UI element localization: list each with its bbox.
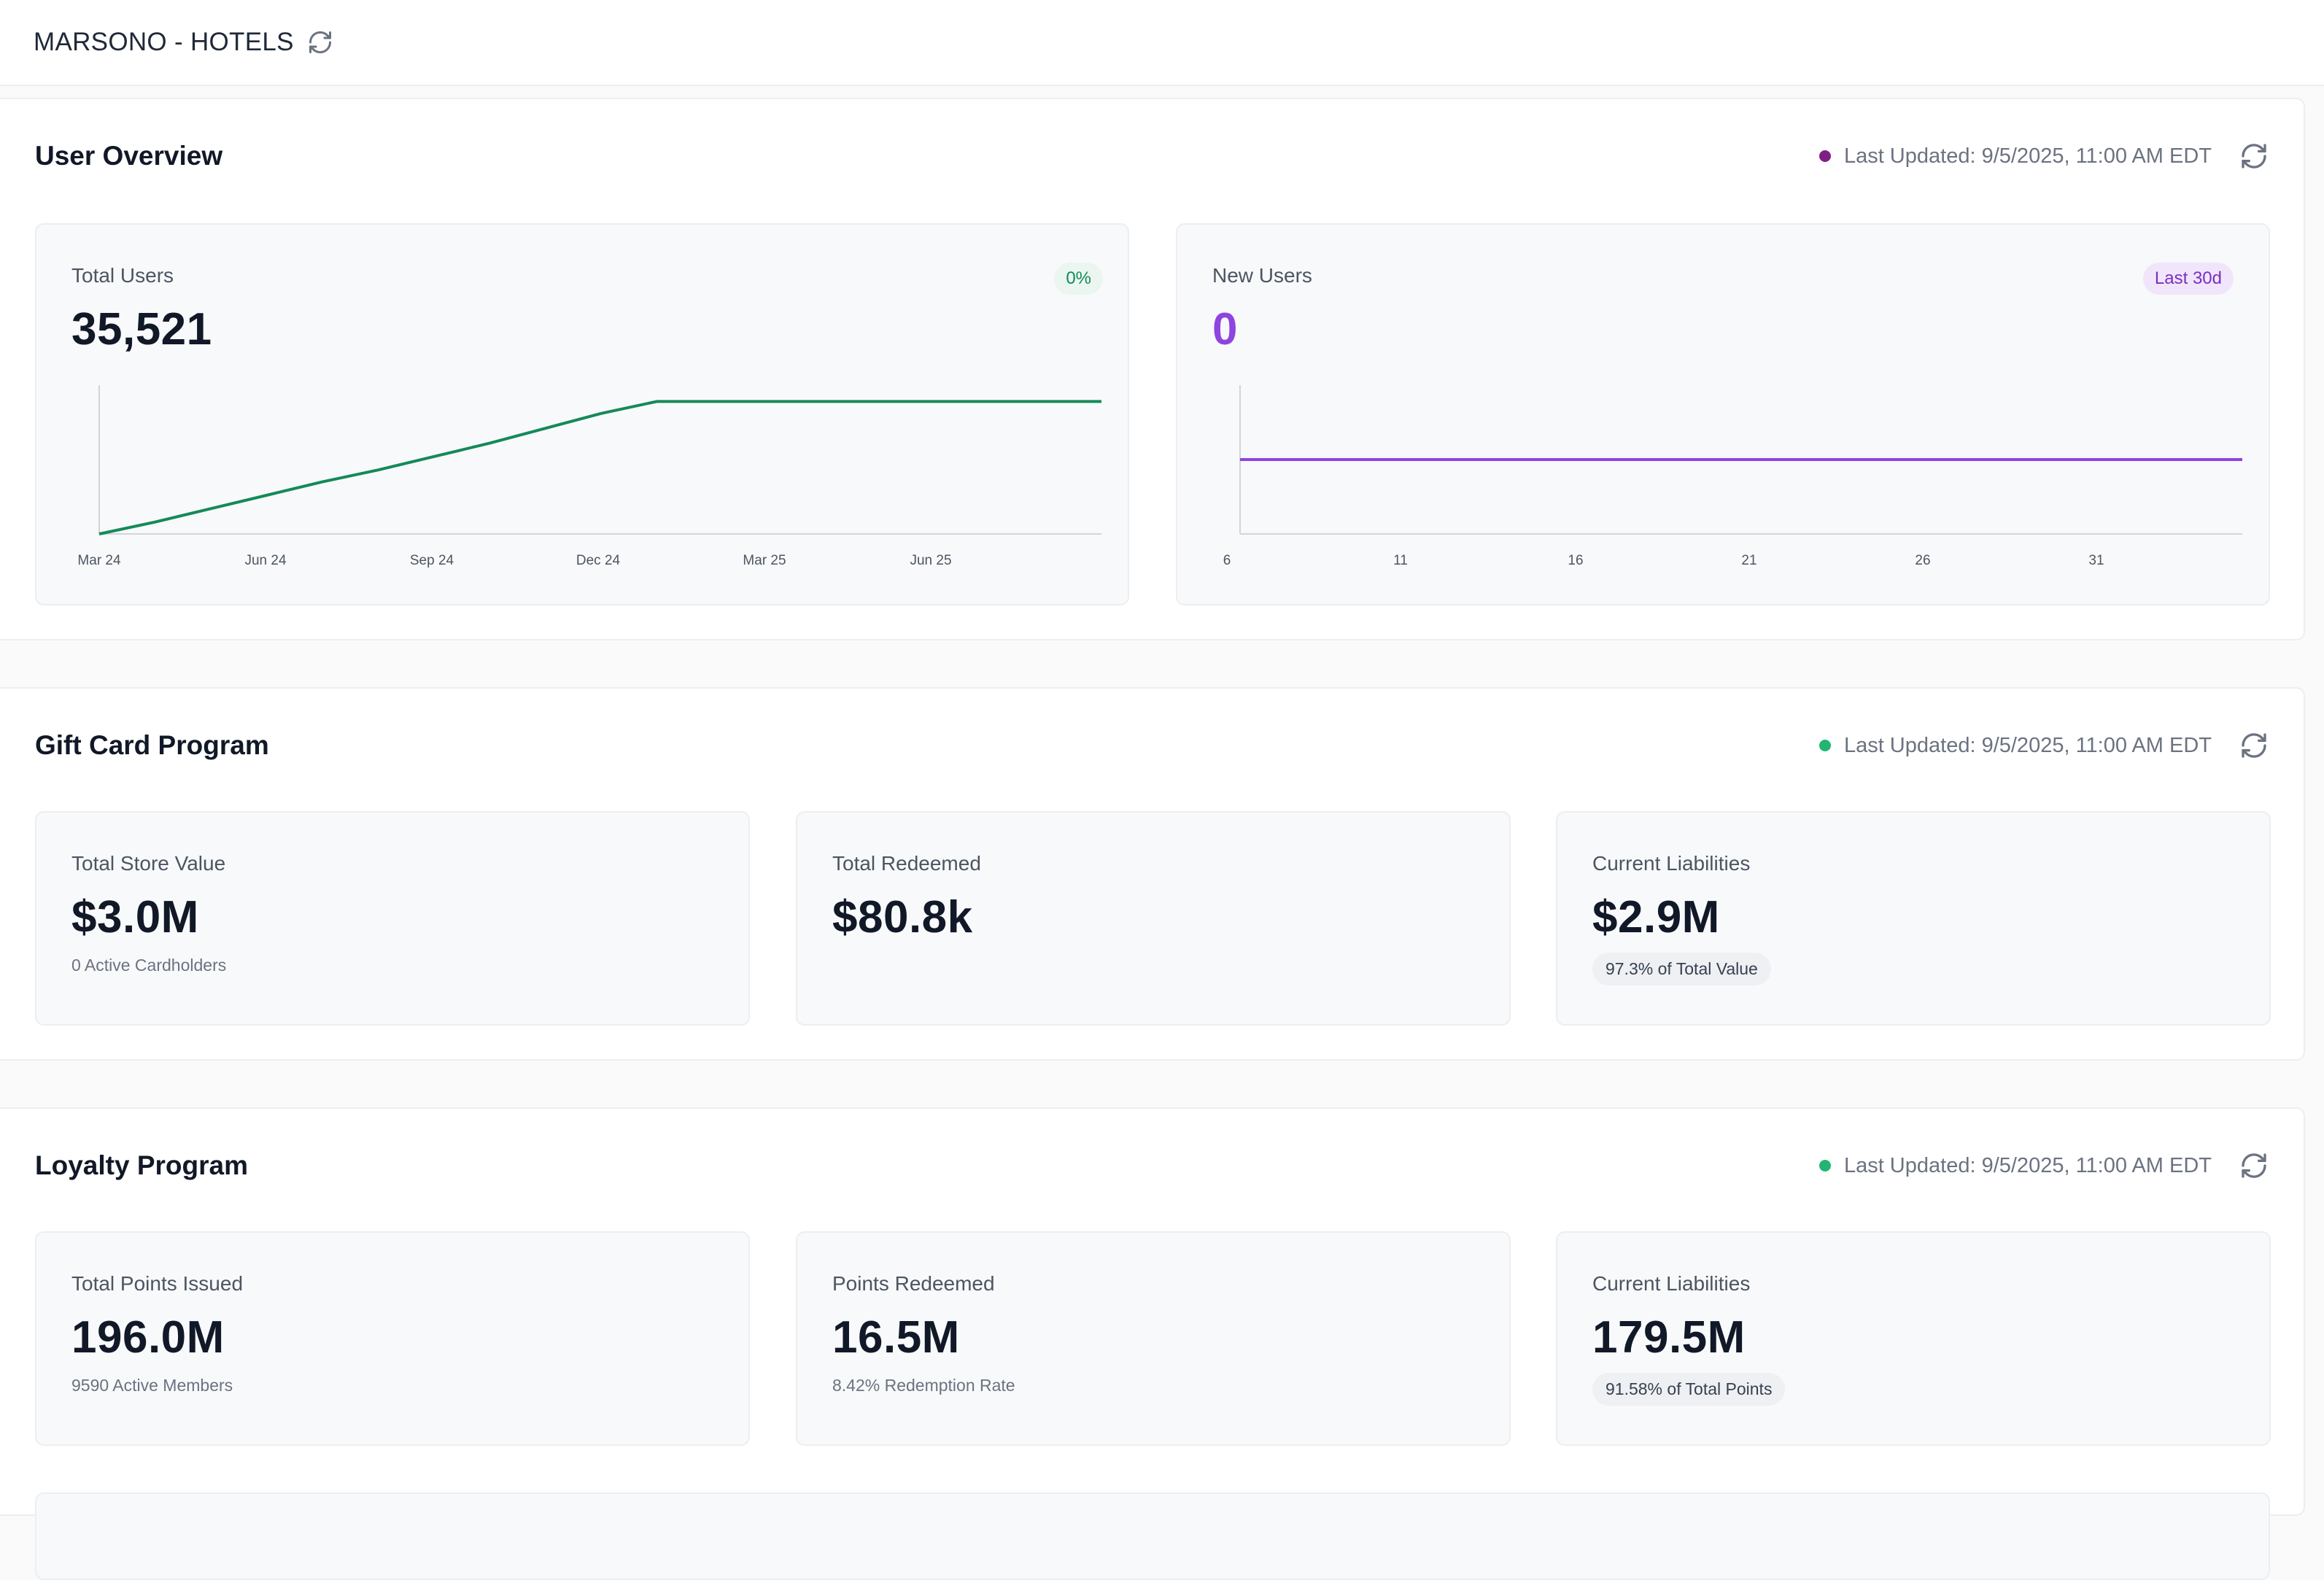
gift-card-section: Gift Card Program Last Updated: 9/5/2025…	[0, 687, 2305, 1061]
card-value: 35,521	[71, 304, 212, 355]
x-tick-label: Sep 24	[410, 553, 454, 568]
x-tick-label: Mar 24	[77, 553, 121, 568]
x-tick-label: 11	[1393, 553, 1408, 568]
points-redeemed-card: Points Redeemed 16.5M 8.42% Redemption R…	[796, 1231, 1511, 1446]
refresh-icon[interactable]	[2239, 731, 2269, 760]
next-card	[35, 1492, 2270, 1580]
percent-pill: 91.58% of Total Points	[1592, 1373, 1786, 1406]
status-dot	[1818, 150, 1831, 162]
card-label: Total Store Value	[71, 852, 226, 875]
new-users-chart: 6 11 16 21 26 31	[1223, 385, 2242, 568]
total-redeemed-card: Total Redeemed $80.8k	[796, 811, 1511, 1026]
series-line	[98, 400, 1101, 535]
x-tick-label: 16	[1568, 553, 1583, 568]
x-tick-label: Mar 25	[743, 553, 786, 568]
section-title: Gift Card Program	[35, 730, 269, 760]
card-label: New Users	[1212, 264, 1312, 287]
last-updated: Last Updated: 9/5/2025, 11:00 AM EDT	[1843, 733, 2212, 757]
total-users-card: Total Users 0% 35,521 Mar 24 Jun 24 Sep 24…	[35, 223, 1129, 605]
last-updated: Last Updated: 9/5/2025, 11:00 AM EDT	[1843, 1153, 2212, 1177]
refresh-icon[interactable]	[307, 29, 333, 55]
last-updated: Last Updated: 9/5/2025, 11:00 AM EDT	[1843, 144, 2212, 168]
refresh-icon[interactable]	[2239, 1151, 2269, 1180]
card-label: Total Points Issued	[71, 1272, 244, 1295]
card-label: Current Liabilities	[1592, 852, 1751, 875]
section-title: User Overview	[35, 141, 223, 171]
period-badge: Last 30d	[2142, 263, 2234, 295]
x-tick-label: Dec 24	[576, 553, 621, 568]
card-subtext: 0 Active Cardholders	[71, 956, 227, 975]
card-label: Total Users	[71, 264, 174, 287]
card-value: 196.0M	[71, 1312, 225, 1363]
current-liabilities-card: Current Liabilities $2.9M 97.3% of Total…	[1556, 811, 2271, 1026]
card-value: 16.5M	[832, 1312, 960, 1363]
user-overview-section: User Overview Last Updated: 9/5/2025, 11…	[0, 98, 2305, 640]
card-label: Current Liabilities	[1592, 1272, 1751, 1295]
change-badge: 0%	[1054, 263, 1103, 295]
x-tick-label: Jun 24	[244, 553, 286, 568]
card-value: 179.5M	[1592, 1312, 1746, 1363]
card-subtext: 8.42% Redemption Rate	[832, 1376, 1015, 1395]
status-dot	[1818, 1160, 1831, 1172]
x-tick-label: 21	[1741, 553, 1756, 568]
section-title: Loyalty Program	[35, 1150, 248, 1180]
x-tick-label: Jun 25	[910, 553, 951, 568]
card-label: Total Redeemed	[832, 852, 981, 875]
x-tick-label: 6	[1223, 553, 1231, 568]
app-header: MARSONO - HOTELS	[0, 0, 2324, 86]
app-title: MARSONO - HOTELS	[34, 28, 294, 56]
card-value: $80.8k	[832, 892, 973, 942]
card-label: Points Redeemed	[832, 1272, 995, 1295]
card-value: $3.0M	[71, 892, 199, 942]
total-users-chart: Mar 24 Jun 24 Sep 24 Dec 24 Mar 25 Jun 25	[77, 385, 1101, 568]
current-liabilities-card: Current Liabilities 179.5M 91.58% of Tot…	[1556, 1231, 2271, 1446]
card-subtext: 9590 Active Members	[71, 1376, 233, 1395]
new-users-card: New Users Last 30d 0 6 11 16 21 26 31	[1176, 223, 2270, 605]
status-dot	[1818, 740, 1831, 751]
refresh-icon[interactable]	[2239, 142, 2269, 171]
percent-pill: 97.3% of Total Value	[1592, 953, 1771, 985]
total-store-value-card: Total Store Value $3.0M 0 Active Cardhol…	[35, 811, 750, 1026]
loyalty-section: Loyalty Program Last Updated: 9/5/2025, …	[0, 1107, 2305, 1580]
card-value: 0	[1212, 304, 1238, 355]
total-points-issued-card: Total Points Issued 196.0M 9590 Active M…	[35, 1231, 750, 1446]
x-tick-label: 31	[2088, 553, 2104, 568]
x-tick-label: 26	[1915, 553, 1930, 568]
card-value: $2.9M	[1592, 892, 1720, 942]
